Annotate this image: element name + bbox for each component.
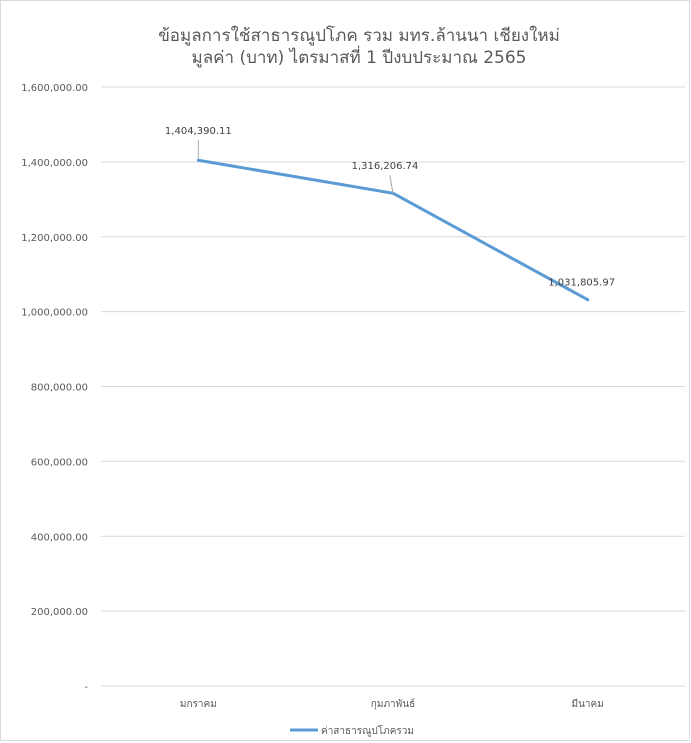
x-tick-label: มกราคม bbox=[180, 699, 217, 710]
data-point bbox=[586, 298, 590, 302]
chart-title-line-2: มูลค่า (บาท) ไตรมาสที่ 1 ปีงบประมาณ 2565 bbox=[192, 45, 527, 68]
y-tick-label: 600,000.00 bbox=[31, 457, 88, 468]
chart-title-line-1: ข้อมูลการใช้สาธารณูปโภค รวม มทร.ล้านนา เ… bbox=[158, 25, 560, 46]
x-tick-label: มีนาคม bbox=[572, 698, 604, 710]
y-tick-label: 1,000,000.00 bbox=[21, 308, 88, 319]
y-tick-label: 800,000.00 bbox=[31, 383, 88, 394]
data-label: 1,031,805.97 bbox=[548, 278, 615, 289]
data-label: 1,316,206.74 bbox=[352, 161, 419, 172]
data-label: 1,404,390.11 bbox=[165, 126, 232, 137]
legend-label: ค่าสาธารณูปโภครวม bbox=[321, 724, 414, 737]
y-tick-label: 1,400,000.00 bbox=[21, 158, 88, 169]
y-tick-label: 200,000.00 bbox=[31, 607, 88, 618]
y-tick-label: 1,200,000.00 bbox=[21, 233, 88, 244]
series-line bbox=[196, 158, 590, 302]
y-tick-label: 400,000.00 bbox=[31, 532, 88, 543]
y-tick-label: - bbox=[84, 682, 88, 693]
y-tick-label: 1,600,000.00 bbox=[21, 83, 88, 94]
leader-line bbox=[389, 175, 394, 194]
x-tick-label: กุมภาพันธ์ bbox=[371, 698, 415, 710]
